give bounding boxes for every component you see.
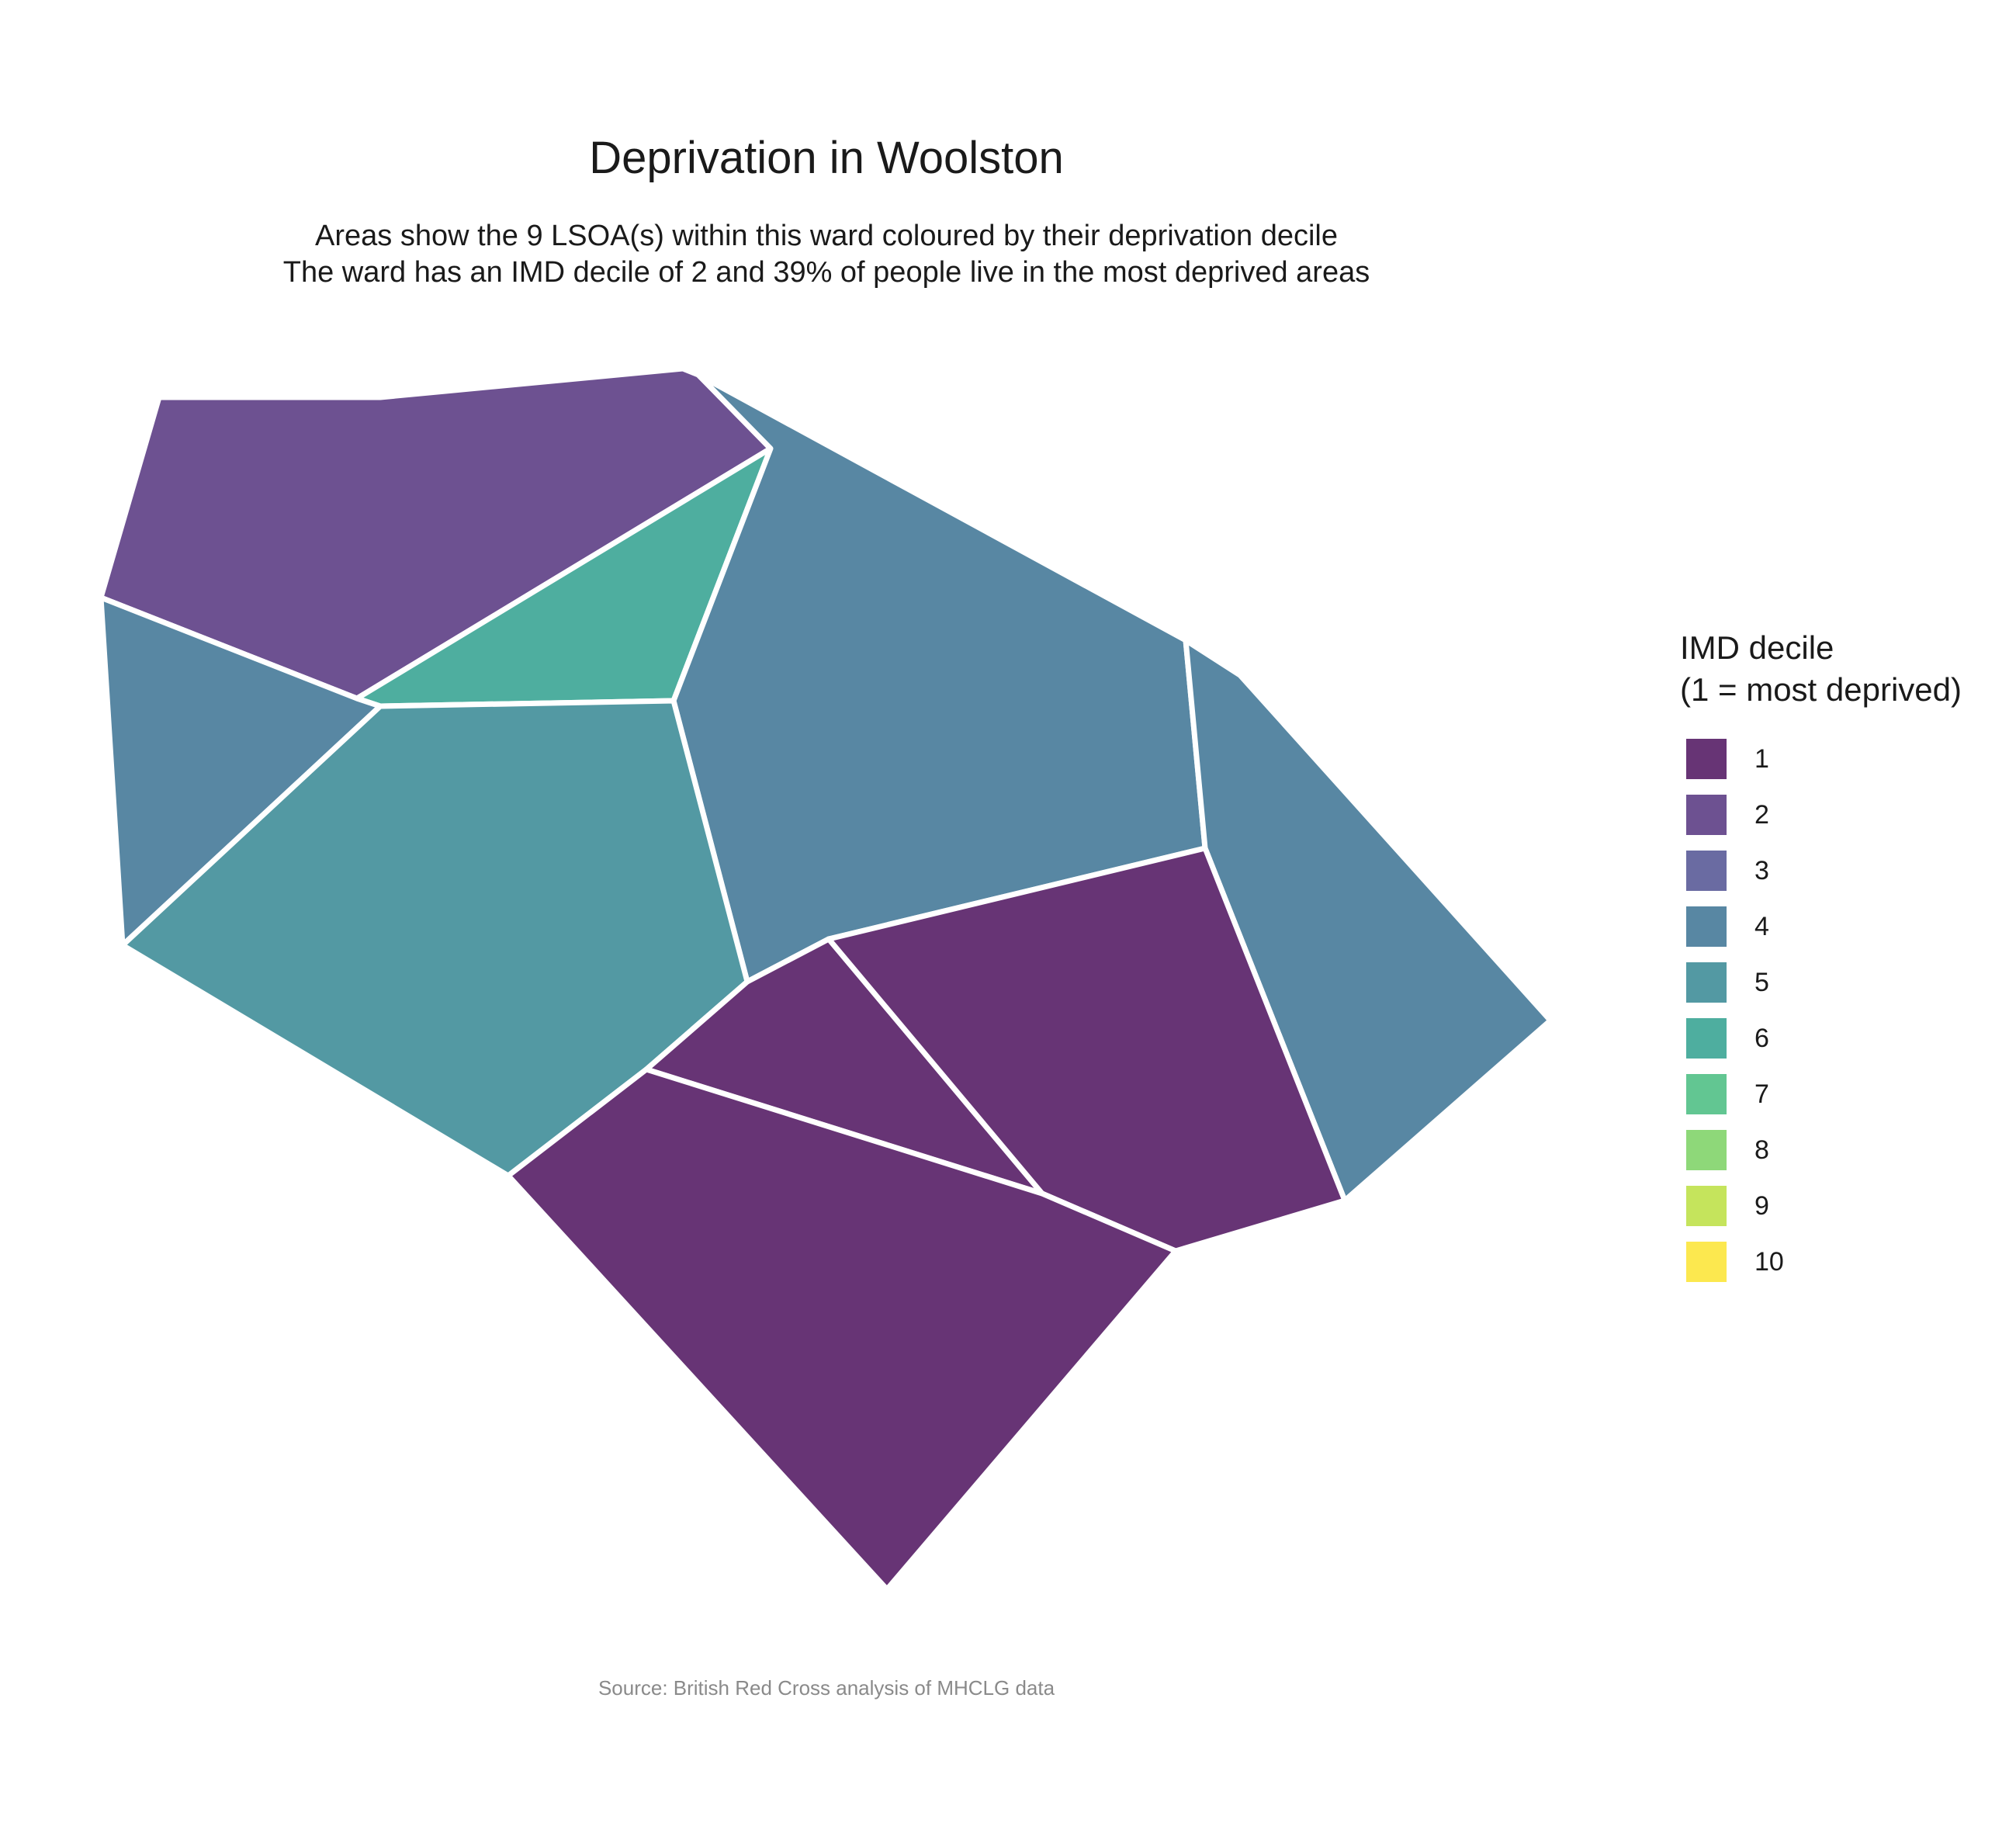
chart-title: Deprivation in Woolston bbox=[589, 133, 1064, 183]
legend-label: 5 bbox=[1754, 967, 1769, 997]
legend-swatch bbox=[1686, 1186, 1727, 1226]
legend-swatch bbox=[1686, 739, 1727, 779]
legend-label: 1 bbox=[1754, 743, 1769, 774]
lsoa-south-east[interactable] bbox=[826, 845, 1348, 1254]
legend-swatch bbox=[1686, 1074, 1727, 1114]
legend-swatch bbox=[1686, 1242, 1727, 1282]
legend-item-1: 1 bbox=[1680, 731, 1990, 787]
legend-item-7: 7 bbox=[1680, 1066, 1990, 1122]
legend-label: 9 bbox=[1754, 1190, 1769, 1221]
legend-label: 6 bbox=[1754, 1023, 1769, 1053]
legend-items: 1 2 3 4 5 6 7 8 9 10 bbox=[1680, 731, 1990, 1290]
legend-title: IMD decile (1 = most deprived) bbox=[1680, 627, 1990, 711]
legend-swatch bbox=[1686, 851, 1727, 891]
legend-swatch bbox=[1686, 1130, 1727, 1170]
legend-label: 7 bbox=[1754, 1079, 1769, 1109]
source-caption: Source: British Red Cross analysis of MH… bbox=[598, 1676, 1055, 1700]
legend-swatch bbox=[1686, 962, 1727, 1003]
chart-subtitle-line1: Areas show the 9 LSOA(s) within this war… bbox=[315, 220, 1338, 252]
legend-item-5: 5 bbox=[1680, 955, 1990, 1010]
legend-label: 4 bbox=[1754, 911, 1769, 941]
legend-label: 10 bbox=[1754, 1246, 1784, 1277]
lsoa-east[interactable] bbox=[1183, 637, 1554, 1204]
legend-item-8: 8 bbox=[1680, 1122, 1990, 1178]
legend-label: 8 bbox=[1754, 1135, 1769, 1165]
legend-item-6: 6 bbox=[1680, 1010, 1990, 1066]
legend-item-9: 9 bbox=[1680, 1178, 1990, 1234]
legend-swatch bbox=[1686, 906, 1727, 947]
legend-item-3: 3 bbox=[1680, 843, 1990, 899]
legend-label: 3 bbox=[1754, 855, 1769, 885]
legend-item-2: 2 bbox=[1680, 787, 1990, 843]
legend-item-4: 4 bbox=[1680, 899, 1990, 955]
chart-subtitle-line2: The ward has an IMD decile of 2 and 39% … bbox=[282, 256, 1370, 289]
legend-title-line2: (1 = most deprived) bbox=[1680, 671, 1962, 708]
legend-swatch bbox=[1686, 795, 1727, 835]
legend-swatch bbox=[1686, 1018, 1727, 1059]
legend: IMD decile (1 = most deprived) 1 2 3 4 5… bbox=[1680, 627, 1990, 1290]
legend-label: 2 bbox=[1754, 799, 1769, 830]
legend-title-line1: IMD decile bbox=[1680, 629, 1834, 666]
legend-item-10: 10 bbox=[1680, 1234, 1990, 1290]
lsoa-south[interactable] bbox=[505, 1066, 1179, 1592]
